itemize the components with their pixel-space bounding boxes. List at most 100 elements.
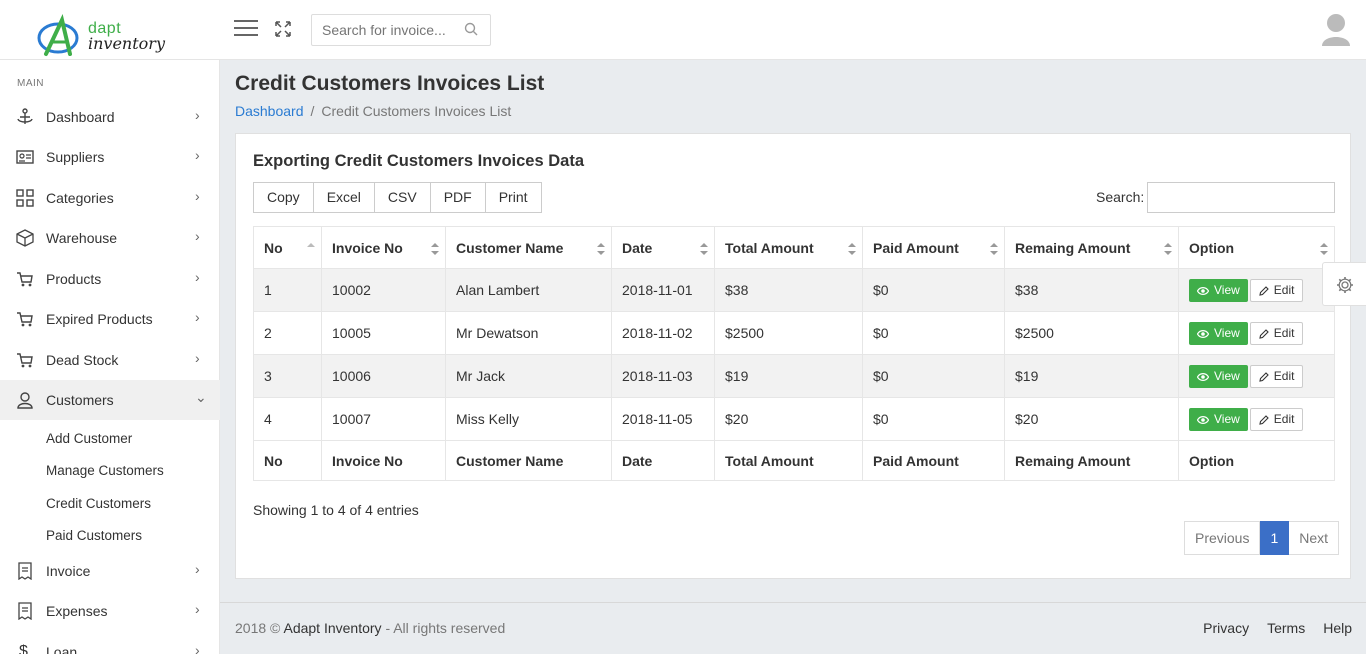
chevron-right-icon: › [195,147,200,163]
sidebar-item-categories[interactable]: Categories › [0,178,220,218]
search-icon[interactable] [464,22,478,36]
pagination-next[interactable]: Next [1289,521,1340,555]
footer-header-remaining-amount: Remaing Amount [1004,440,1179,481]
cell-remaining-amount: $19 [1004,354,1179,398]
column-header-date[interactable]: Date [611,226,715,269]
sidebar-item-dashboard[interactable]: Dashboard › [0,97,220,137]
sidebar-item-invoice[interactable]: Invoice › [0,551,220,591]
footer-header-paid-amount: Paid Amount [862,440,1005,481]
sidebar-item-label: Dashboard [46,109,115,125]
logo-text-bottom: inventory [88,34,165,53]
sort-icon [990,243,998,255]
sidebar-item-loan[interactable]: $ Loan › [0,632,220,654]
sidebar-item-products[interactable]: Products › [0,259,220,299]
receipt-icon [18,602,32,620]
view-button[interactable]: View [1189,407,1248,431]
edit-button-label: Edit [1273,325,1295,340]
sidebar-subitem-paid-customers[interactable]: Paid Customers [46,528,143,543]
csv-button[interactable]: CSV [373,182,430,213]
footer-header-date: Date [611,440,715,481]
cell-date: 2018-11-01 [611,268,715,312]
footer-header-no: No [253,440,322,481]
user-avatar[interactable] [1320,12,1352,46]
sidebar-item-suppliers[interactable]: Suppliers › [0,137,220,177]
view-button[interactable]: View [1189,364,1248,388]
copyright-brand-link[interactable]: Adapt Inventory [283,620,382,636]
cell-date: 2018-11-02 [611,311,715,355]
column-header-option[interactable]: Option [1178,226,1335,269]
grid-icon [16,189,34,207]
print-button[interactable]: Print [484,182,542,213]
cell-option: View Edit [1178,397,1335,441]
menu-toggle-icon[interactable] [234,20,258,38]
cell-no: 3 [253,354,322,398]
table-row: 4 10007 Miss Kelly 2018-11-05 $20 $0 $20 View Ed… [253,397,1335,441]
edit-button[interactable]: Edit [1249,364,1304,388]
cell-no: 1 [253,268,322,312]
pagination-previous[interactable]: Previous [1184,521,1261,555]
edit-button[interactable]: Edit [1249,321,1304,345]
sort-icon [848,243,856,255]
view-button[interactable]: View [1189,278,1248,302]
column-header-invoice-no[interactable]: Invoice No [321,226,446,269]
footer-header-option: Option [1178,440,1335,481]
pencil-icon [1259,414,1269,425]
page-footer: 2018 © Adapt Inventory - All rights rese… [220,602,1366,654]
edit-button[interactable]: Edit [1249,407,1304,431]
cell-paid-amount: $0 [862,311,1005,355]
cell-customer-name: Miss Kelly [445,397,612,441]
settings-toggle[interactable] [1322,262,1366,306]
sidebar-item-dead-stock[interactable]: Dead Stock › [0,340,220,380]
cell-no: 4 [253,397,322,441]
cell-option: View Edit [1178,311,1335,355]
fullscreen-icon[interactable] [274,20,294,40]
id-card-icon [16,150,34,164]
sidebar-subitem-add-customer[interactable]: Add Customer [46,431,133,446]
pencil-icon [1259,328,1269,339]
cell-remaining-amount: $20 [1004,397,1179,441]
sidebar-item-label: Invoice [46,563,91,579]
column-header-paid-amount[interactable]: Paid Amount [862,226,1005,269]
table-row: 3 10006 Mr Jack 2018-11-03 $19 $0 $19 View Edit [253,354,1335,398]
sidebar-item-label: Loan [46,644,78,654]
cell-paid-amount: $0 [862,354,1005,398]
cell-invoice-no: 10007 [321,397,446,441]
sidebar-item-customers[interactable]: Customers ⌄ [0,380,220,420]
excel-button[interactable]: Excel [312,182,374,213]
pencil-icon [1259,371,1269,382]
sidebar: MAIN Dashboard › Suppliers › Categories … [0,60,220,654]
sidebar-item-warehouse[interactable]: Warehouse › [0,218,220,258]
chevron-right-icon: › [195,269,200,285]
sidebar-subitem-credit-customers[interactable]: Credit Customers [46,496,152,511]
pagination: Previous 1 Next [1184,521,1340,555]
copy-button[interactable]: Copy [253,182,313,213]
view-button-label: View [1214,325,1240,340]
sidebar-subitem-manage-customers[interactable]: Manage Customers [46,463,164,478]
logo[interactable]: dapt inventory [36,14,186,60]
pagination-page-1[interactable]: 1 [1260,521,1290,555]
chevron-right-icon: › [195,228,200,244]
view-button-label: View [1214,368,1240,383]
column-header-no[interactable]: No [253,226,322,269]
table-search-input[interactable] [1147,182,1335,213]
cell-paid-amount: $0 [862,397,1005,441]
footer-link-privacy[interactable]: Privacy [1203,620,1250,636]
header-search-input[interactable] [322,15,462,45]
footer-link-help[interactable]: Help [1323,620,1352,636]
column-header-total-amount[interactable]: Total Amount [714,226,863,269]
view-button-label: View [1214,411,1240,426]
breadcrumb-home-link[interactable]: Dashboard [235,103,304,119]
copyright-prefix: 2018 © [235,620,281,636]
column-header-remaining-amount[interactable]: Remaing Amount [1004,226,1179,269]
column-header-customer-name[interactable]: Customer Name [445,226,612,269]
sidebar-item-expired-products[interactable]: Expired Products › [0,299,220,339]
view-button[interactable]: View [1189,321,1248,345]
footer-link-terms[interactable]: Terms [1267,620,1306,636]
sidebar-item-expenses[interactable]: Expenses › [0,591,220,631]
sidebar-item-label: Expenses [46,603,108,619]
pdf-button[interactable]: PDF [429,182,485,213]
edit-button[interactable]: Edit [1249,278,1304,302]
sort-icon [431,243,439,255]
footer-header-customer-name: Customer Name [445,440,612,481]
chevron-down-icon: ⌄ [195,389,207,405]
